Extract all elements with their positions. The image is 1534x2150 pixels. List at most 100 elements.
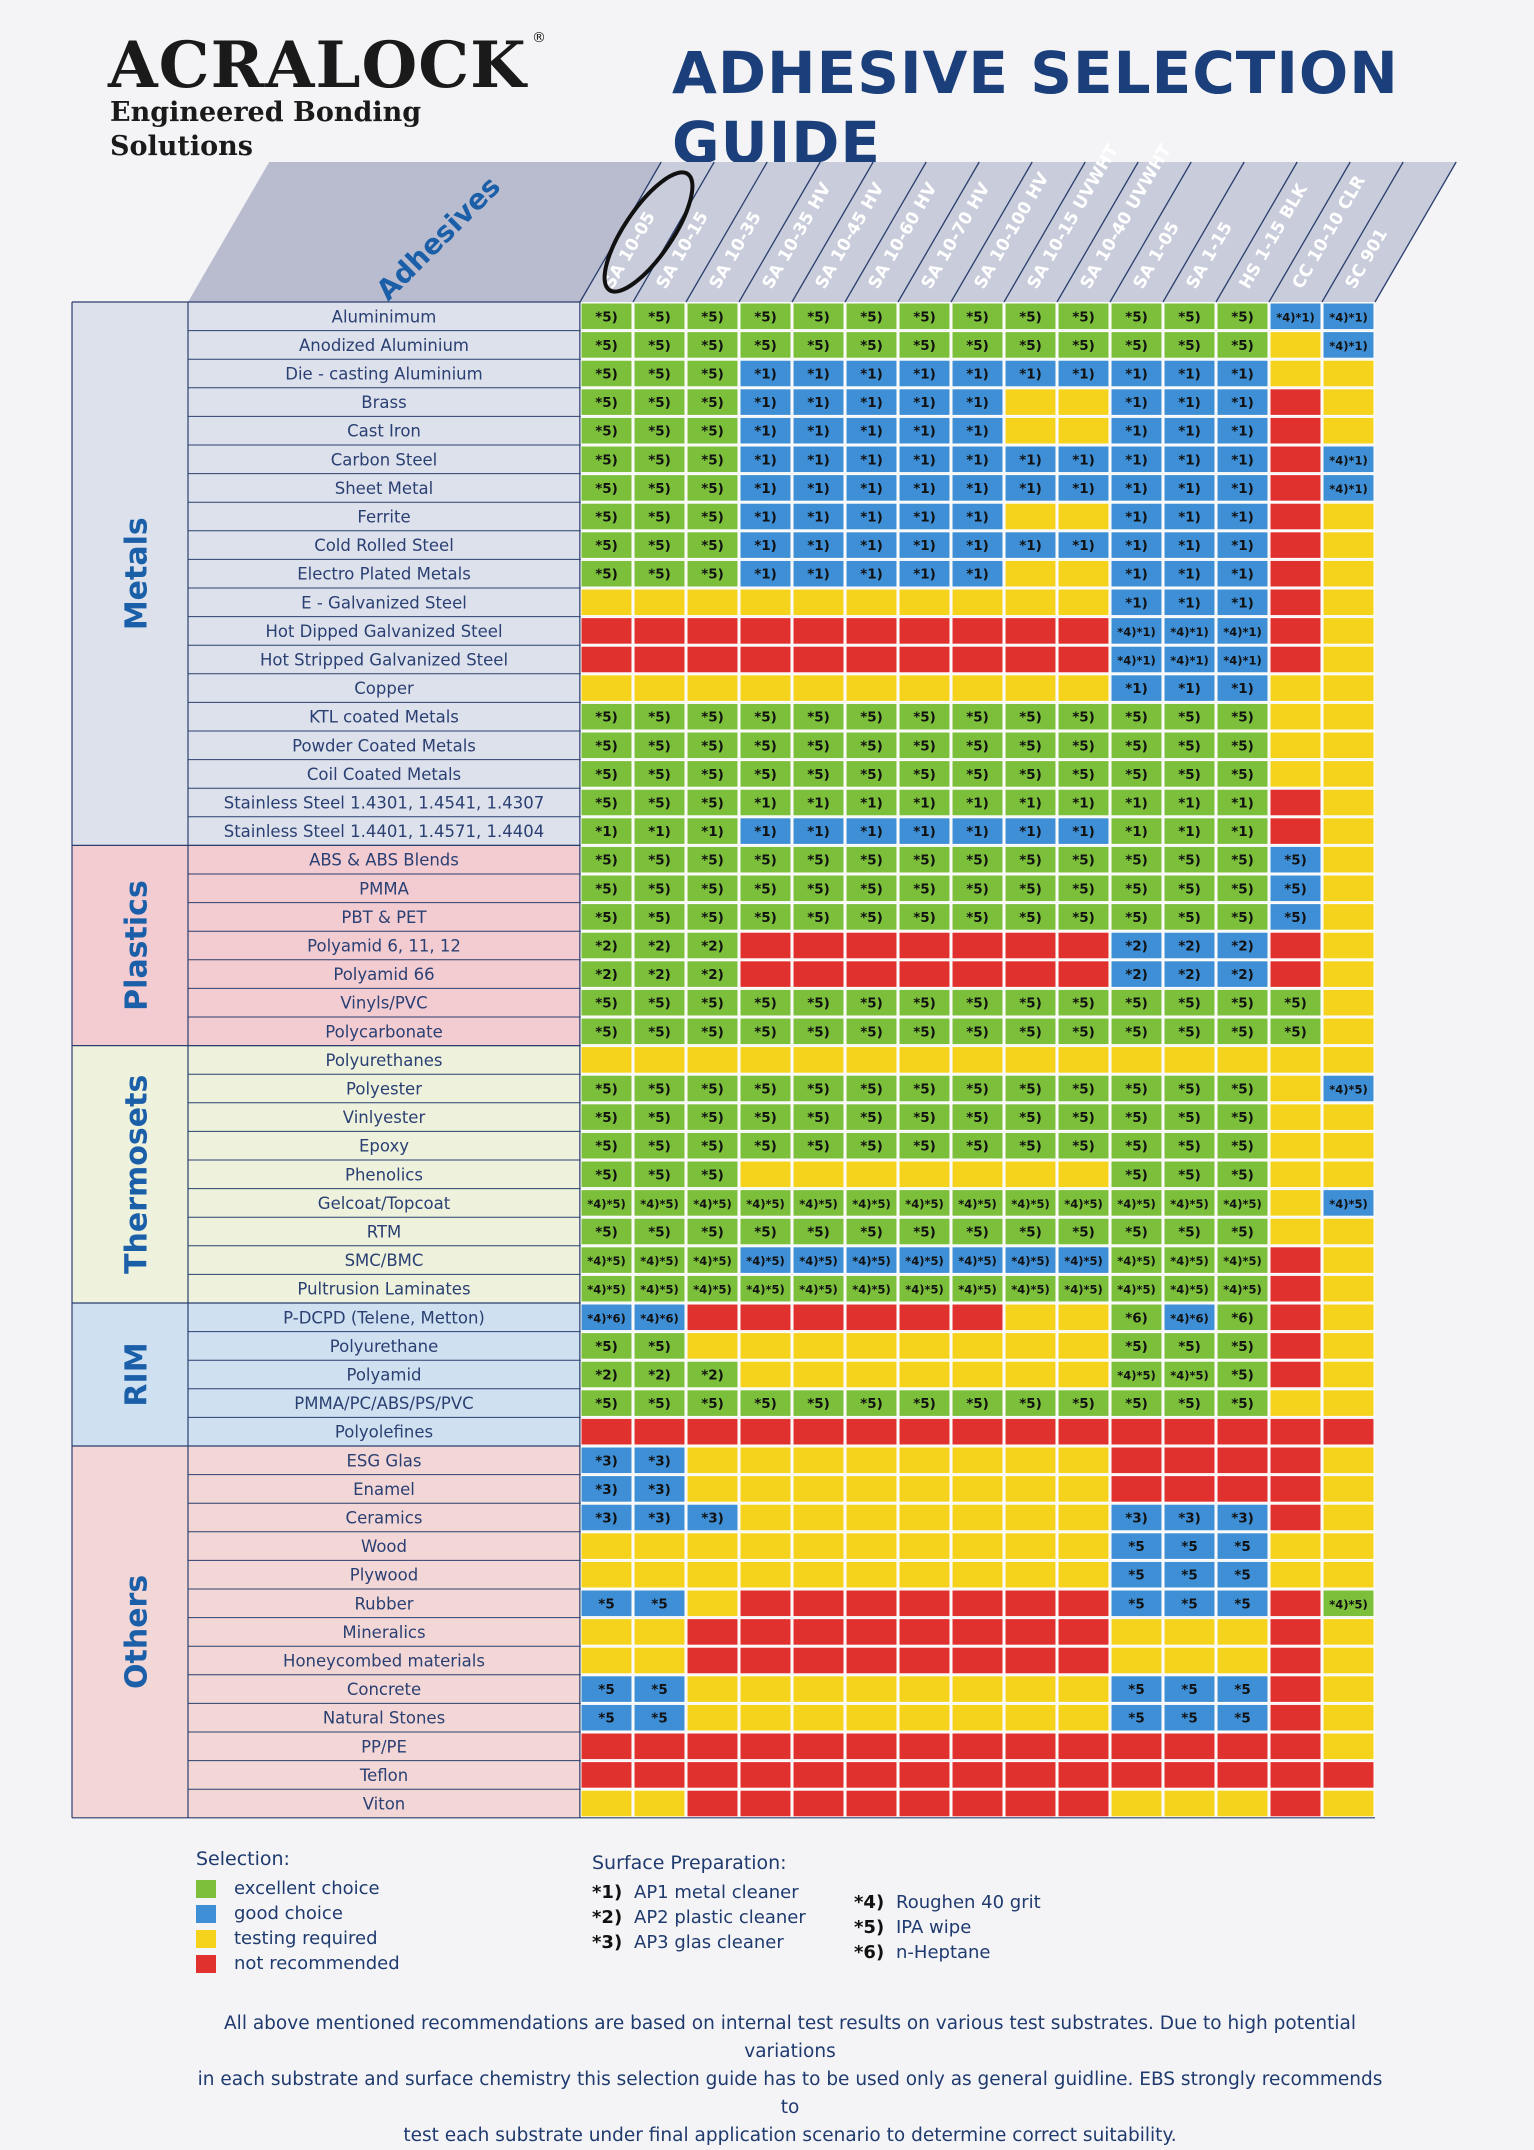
cell (1004, 1703, 1057, 1732)
cell-code: *5) (913, 1396, 936, 1412)
cell-code: *5) (648, 1139, 671, 1155)
cell (1216, 474, 1269, 502)
cell (580, 1360, 633, 1389)
cell (1004, 559, 1057, 588)
cell-code: *1) (1072, 481, 1095, 497)
cell (1057, 874, 1110, 903)
row-label: Rubber (354, 1594, 413, 1613)
cell (1322, 1703, 1375, 1732)
cell (845, 1017, 898, 1046)
cell-code: *5) (807, 1139, 830, 1155)
cell (1216, 588, 1269, 617)
cell (792, 1503, 845, 1532)
cell-code: *5) (1231, 910, 1254, 926)
cell-code: *5) (648, 1225, 671, 1241)
cell (739, 1589, 792, 1618)
cell (1004, 1074, 1057, 1103)
cell (898, 1532, 951, 1560)
cell-code: *5) (1231, 710, 1254, 726)
cell-code: *5) (701, 309, 724, 325)
prep-label: n-Heptane (896, 1942, 991, 1963)
cell-code: *2) (1231, 939, 1254, 955)
cell-code: *1) (754, 424, 777, 440)
cell (1216, 1189, 1269, 1217)
cell (686, 617, 739, 645)
cell (898, 903, 951, 931)
cell-code: *5) (860, 1024, 883, 1040)
cell (1322, 960, 1375, 988)
cell-code: *5) (1231, 1225, 1254, 1241)
cell (580, 1761, 633, 1789)
cell (792, 1360, 845, 1389)
cell-code: *1) (1178, 595, 1201, 611)
column-slant-line (1321, 161, 1404, 303)
cell-code: *5) (1072, 853, 1095, 869)
cell (739, 1274, 792, 1303)
cell (1004, 1160, 1057, 1189)
cell-code: *5) (807, 338, 830, 354)
cell (686, 474, 739, 502)
cell (898, 1732, 951, 1761)
cell-code: *5) (1072, 309, 1095, 325)
cell (1057, 1217, 1110, 1246)
cell (1004, 1046, 1057, 1074)
cell (1110, 1446, 1163, 1475)
cell (633, 1703, 686, 1732)
cell (898, 702, 951, 731)
cell (845, 845, 898, 874)
cell (951, 1560, 1004, 1589)
cell (1216, 1589, 1269, 1618)
cell-code: *1) (1231, 481, 1254, 497)
row-label: Coil Coated Metals (307, 765, 461, 784)
cell (845, 416, 898, 445)
cell (845, 588, 898, 617)
column-slant-line (897, 161, 980, 303)
cell-code: *5) (1178, 996, 1201, 1012)
cell-code: *5) (595, 853, 618, 869)
cell-code: *5 (598, 1596, 614, 1612)
cell (633, 931, 686, 960)
cell (633, 788, 686, 817)
cell (1163, 1332, 1216, 1360)
row-label: Epoxy (359, 1137, 409, 1156)
cell (792, 1789, 845, 1818)
cell (1216, 302, 1269, 331)
group-label-plastics: Plastics (120, 880, 155, 1011)
cell-code: *1) (1019, 367, 1042, 383)
cell (845, 817, 898, 845)
cell-code: *5 (1181, 1568, 1197, 1584)
row-label: Ferrite (357, 508, 410, 527)
cell (951, 1274, 1004, 1303)
cell-code: *1) (913, 424, 936, 440)
cell-code: *1) (754, 538, 777, 554)
cell-code: *1) (966, 452, 989, 468)
cell-code: *5) (701, 510, 724, 526)
cell (1110, 1761, 1163, 1789)
cell-code: *4)*5) (905, 1197, 944, 1211)
cell-code: *5) (1231, 767, 1254, 783)
cell-code: *1) (754, 510, 777, 526)
cell (1057, 1274, 1110, 1303)
cell-code: *1) (860, 424, 883, 440)
cell (686, 388, 739, 416)
cell (1269, 1789, 1322, 1818)
cell (1163, 674, 1216, 702)
cell (580, 617, 633, 645)
highlight-circle (602, 170, 695, 294)
legend-label: testing required (234, 1928, 378, 1949)
cell (898, 1046, 951, 1074)
cell-code: *2) (648, 1368, 671, 1384)
cell (1057, 1732, 1110, 1761)
cell (580, 1103, 633, 1131)
cell (1163, 531, 1216, 559)
cell (1004, 331, 1057, 359)
column-slant-line (1162, 161, 1245, 303)
cell (739, 1389, 792, 1417)
cell-code: *5) (595, 510, 618, 526)
cell (1322, 617, 1375, 645)
cell-code: *1) (1231, 538, 1254, 554)
cell-code: *5) (754, 1396, 777, 1412)
cell (951, 502, 1004, 531)
cell (1004, 1761, 1057, 1789)
cell (633, 1360, 686, 1389)
